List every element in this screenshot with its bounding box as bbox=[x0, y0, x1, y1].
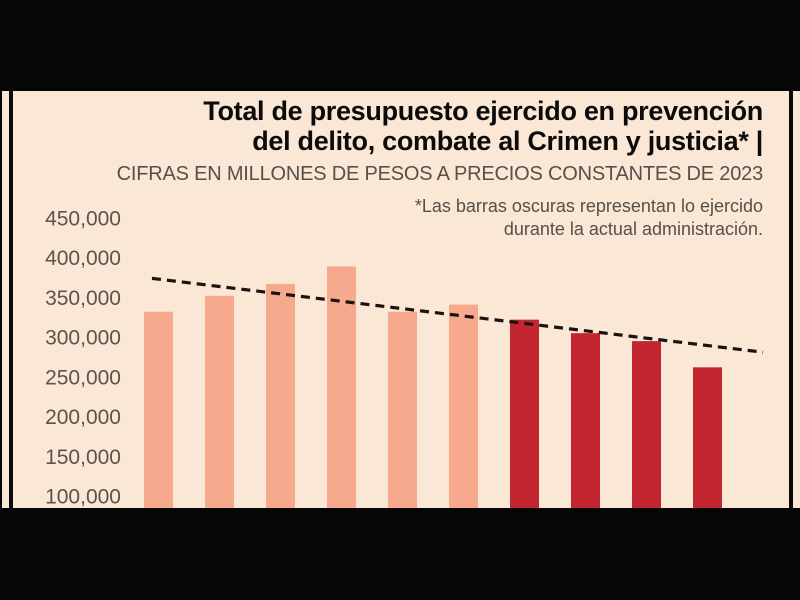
y-axis-tick-label: 400,000 bbox=[45, 247, 121, 270]
y-axis-tick-label: 200,000 bbox=[45, 406, 121, 429]
chart-subtitle: CIFRAS EN MILLONES DE PESOS A PRECIOS CO… bbox=[116, 163, 764, 185]
chart-header: Total de presupuesto ejercido en prevenc… bbox=[103, 96, 764, 241]
bar-previous-years bbox=[144, 311, 173, 508]
bar-current-administration bbox=[632, 341, 661, 508]
panel-border-left bbox=[9, 91, 13, 508]
chart-title-line2: del delito, combate al Crimen y justicia… bbox=[252, 126, 763, 156]
bar-current-administration bbox=[571, 333, 600, 508]
y-axis-tick-label: 250,000 bbox=[45, 366, 121, 389]
y-axis-tick-labels: 450,000 400,000 350,000 300,000 250,000 200,0… bbox=[45, 208, 121, 509]
y-axis-tick-label: 100,000 bbox=[45, 486, 121, 509]
bar-current-administration bbox=[510, 319, 539, 508]
bar-previous-years bbox=[205, 295, 234, 508]
y-axis-tick-label: 150,000 bbox=[45, 446, 121, 469]
chart-footnote: *Las barras oscuras representan lo ejerc… bbox=[103, 195, 763, 241]
y-axis-tick-label: 300,000 bbox=[45, 327, 121, 350]
bar-previous-years bbox=[388, 311, 417, 508]
bar-previous-years bbox=[327, 266, 356, 508]
footnote-line2: durante la actual administración. bbox=[503, 219, 763, 239]
bar-previous-years bbox=[266, 283, 295, 508]
y-axis-tick-label: 450,000 bbox=[45, 208, 121, 231]
footnote-line1: *Las barras oscuras representan lo ejerc… bbox=[414, 196, 763, 216]
panel-border-right bbox=[789, 91, 793, 508]
trend-line bbox=[151, 276, 764, 354]
bars-group bbox=[144, 266, 722, 508]
chart-title-line1: Total de presupuesto ejercido en prevenc… bbox=[203, 96, 763, 126]
bar-previous-years bbox=[449, 304, 478, 508]
bar-current-administration bbox=[693, 367, 722, 508]
y-axis-tick-label: 350,000 bbox=[45, 287, 121, 310]
